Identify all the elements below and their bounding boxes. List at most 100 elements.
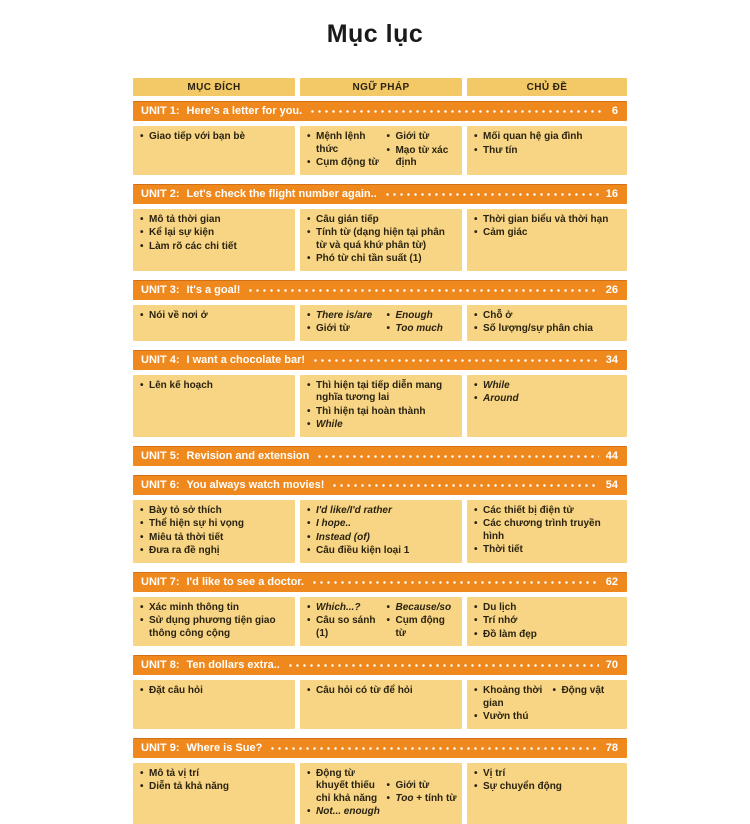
column-header-grammar: NGỮ PHÁP	[300, 78, 462, 96]
bullet-icon: •	[474, 518, 478, 529]
bullet-icon: •	[307, 545, 311, 556]
bullet-icon: •	[474, 144, 478, 156]
topic-cell: • Thời gian biểu và thời hạn • Cảm giác	[467, 208, 627, 271]
unit-title: It's a goal!	[186, 283, 241, 296]
unit-8-bar: UNIT 8: Ten dollars extra.. 70	[133, 655, 627, 675]
purpose-cell: • Mô tả vị trí • Diễn tả khả năng	[133, 762, 295, 824]
list-item: • Too much	[386, 323, 443, 334]
list-item: • Giao tiếp với bạn bè	[140, 131, 246, 142]
bullet-icon: •	[474, 504, 478, 516]
list-item: • Đưa ra đề nghị	[140, 545, 220, 556]
list-item: • Xác minh thông tin	[140, 601, 239, 613]
unit-page-number: 44	[605, 449, 618, 462]
unit-5-bar: UNIT 5: Revision and extension 44	[133, 445, 627, 466]
list-item: • Đồ làm đẹp	[474, 628, 537, 640]
unit-1-content-row: • Giao tiếp với bạn bè • Mệnh lệnh thức • C…	[133, 126, 627, 175]
list-item: • Thời tiết	[474, 544, 523, 555]
grammar-cell: • Động từ khuyết thiếu chỉ khả năng • Not.…	[300, 762, 462, 824]
topic-cell: • Du lịch • Trí nhớ • Đồ làm đẹp	[467, 596, 627, 646]
unit-title: Let's check the flight number again..	[186, 187, 377, 200]
bullet-icon: •	[140, 781, 144, 792]
list-item: • While	[307, 419, 343, 430]
purpose-cell: • Bày tỏ sở thích • Thể hiện sự hi vọng • M…	[133, 499, 295, 563]
topic-cell: • Khoảng thời gian • Vườn thú • Động vật	[467, 680, 627, 729]
list-item: • Bày tỏ sở thích	[140, 504, 222, 516]
dot-leader	[331, 474, 599, 495]
list-item: • Cụm động từ	[307, 157, 379, 168]
list-item: • Thư tín	[474, 144, 518, 156]
bullet-icon: •	[140, 309, 144, 321]
bullet-icon: •	[140, 379, 144, 391]
unit-label: UNIT 6:	[141, 478, 180, 491]
unit-7-content-row: • Xác minh thông tin • Sử dụng phương tiện…	[133, 596, 627, 646]
bullet-icon: •	[474, 628, 478, 640]
unit-page-number: 34	[605, 353, 618, 366]
dot-leader	[269, 737, 599, 758]
bullet-icon: •	[474, 544, 478, 555]
unit-title: Ten dollars extra..	[186, 659, 280, 671]
purpose-cell: • Nói về nơi ở	[133, 304, 295, 341]
bullet-icon: •	[307, 615, 311, 626]
unit-label: UNIT 3:	[141, 283, 180, 296]
unit-3-content-row: • Nói về nơi ở • There is/are • Giới từ • En…	[133, 304, 627, 341]
grammar-cell: • I'd like/I'd rather • I hope.. • Instead …	[300, 499, 462, 563]
dot-leader	[383, 183, 599, 204]
bullet-icon: •	[386, 615, 390, 626]
list-item: • Giới từ	[386, 131, 430, 142]
list-item: • Miêu tả thời tiết	[140, 531, 224, 543]
list-item: • While	[474, 379, 510, 391]
dot-leader	[309, 101, 605, 121]
bullet-icon: •	[140, 531, 144, 543]
list-item: • Lên kế hoạch	[140, 379, 213, 391]
list-item: • Chỗ ở	[474, 309, 513, 321]
bullet-icon: •	[307, 767, 311, 779]
bullet-icon: •	[307, 157, 311, 168]
list-item: • Mệnh lệnh thức	[307, 131, 366, 155]
unit-title: Here's a letter for you.	[186, 105, 303, 117]
list-item: • Cụm động từ	[386, 615, 445, 639]
unit-page-number: 70	[605, 659, 618, 671]
bullet-icon: •	[386, 309, 390, 321]
unit-title: I'd like to see a doctor.	[186, 575, 305, 588]
list-item: • Because/so	[386, 601, 452, 613]
unit-6-bar: UNIT 6: You always watch movies! 54	[133, 474, 627, 495]
topic-cell: • Các thiết bị điện tử • Các chương trình …	[467, 499, 627, 563]
unit-label: UNIT 8:	[141, 659, 180, 671]
dot-leader	[312, 349, 599, 370]
unit-page-number: 78	[605, 741, 618, 754]
dot-leader	[247, 279, 599, 300]
list-item: • Around	[474, 393, 519, 404]
unit-2-bar: UNIT 2: Let's check the flight number ag…	[133, 183, 627, 204]
grammar-cell: • Câu gián tiếp • Tính từ (dạng hiện tại p…	[300, 208, 462, 271]
list-item: • Khoảng thời gian	[474, 685, 543, 709]
dot-leader	[286, 655, 599, 675]
unit-9-bar: UNIT 9: Where is Sue? 78	[133, 737, 627, 758]
list-item: • Diễn tả khả năng	[140, 781, 230, 792]
bullet-icon: •	[474, 711, 478, 722]
unit-7-bar: UNIT 7: I'd like to see a doctor. 62	[133, 571, 627, 592]
column-header-topic: CHỦ ĐỀ	[467, 78, 627, 96]
bullet-icon: •	[307, 131, 311, 142]
unit-title: Revision and extension	[186, 449, 310, 462]
list-item: • Thì hiện tại tiếp diễn mang nghĩa tương…	[307, 379, 443, 404]
bullet-icon: •	[140, 685, 144, 696]
bullet-icon: •	[386, 144, 390, 156]
bullet-icon: •	[474, 213, 478, 225]
list-item: • Vườn thú	[474, 711, 529, 722]
bullet-icon: •	[552, 685, 556, 696]
unit-4-bar: UNIT 4: I want a chocolate bar! 34	[133, 349, 627, 370]
bullet-icon: •	[307, 405, 311, 417]
list-item: • Trí nhớ	[474, 615, 518, 626]
bullet-icon: •	[307, 379, 311, 391]
bullet-icon: •	[474, 781, 478, 792]
list-item: • Which...?	[307, 601, 361, 613]
list-item: • Thì hiện tại hoàn thành	[307, 405, 426, 417]
bullet-icon: •	[474, 309, 478, 321]
grammar-cell: • Mệnh lệnh thức • Cụm động từ • Giới từ • M…	[300, 126, 462, 175]
bullet-icon: •	[140, 545, 144, 556]
grammar-cell: • Câu hỏi có từ để hỏi	[300, 680, 462, 729]
unit-page-number: 16	[605, 187, 618, 200]
grammar-cell: • Thì hiện tại tiếp diễn mang nghĩa tương…	[300, 374, 462, 437]
bullet-icon: •	[386, 131, 390, 142]
list-item: • Mô tả vị trí	[140, 767, 200, 779]
